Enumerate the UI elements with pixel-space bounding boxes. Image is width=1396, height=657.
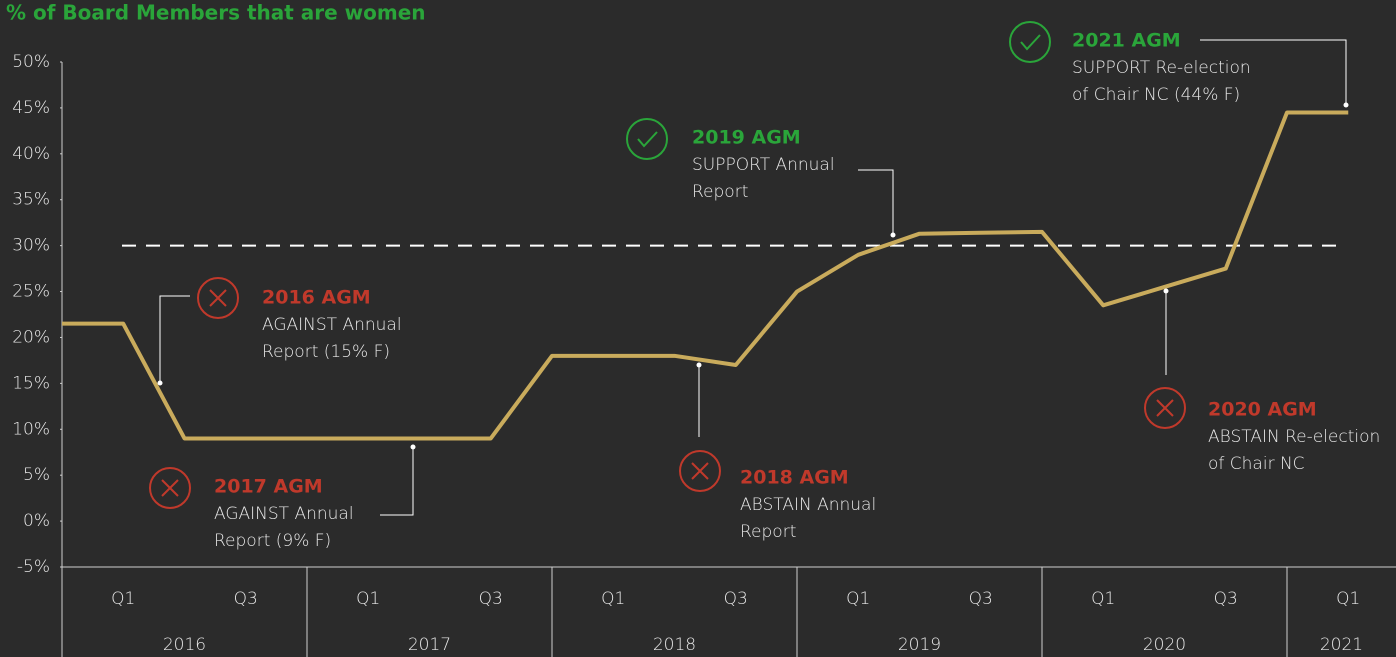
y-tick-label: 45% xyxy=(12,98,50,118)
leader-line xyxy=(1200,39,1347,105)
vote-icon xyxy=(1144,387,1186,429)
y-tick-label: 15% xyxy=(12,373,50,393)
x-tick-label: Q1 xyxy=(111,589,135,609)
annotation-text: AGAINST Annual xyxy=(214,504,354,524)
annotation-title: 2018 AGM xyxy=(740,467,849,489)
year-label: 2018 xyxy=(653,635,696,655)
annotation-text: AGAINST Annual xyxy=(262,315,402,335)
x-tick-label: Q3 xyxy=(969,589,993,609)
annotation-text: SUPPORT Re-election xyxy=(1072,58,1251,78)
y-tick-label: 40% xyxy=(12,144,50,164)
vote-icon xyxy=(197,277,239,319)
y-tick-label: 25% xyxy=(12,282,50,302)
anchor-dot xyxy=(410,444,416,450)
x-tick-label: Q1 xyxy=(356,589,380,609)
x-tick-label: Q1 xyxy=(1336,589,1360,609)
anchor-dot xyxy=(696,362,702,368)
chart-title: % of Board Members that are women xyxy=(6,1,426,25)
x-tick-label: Q1 xyxy=(1091,589,1115,609)
y-tick-label: 20% xyxy=(12,327,50,347)
annotation-text: Report (9% F) xyxy=(214,531,331,551)
y-tick-label: 50% xyxy=(12,52,50,72)
y-tick-label: 5% xyxy=(23,465,50,485)
anchor-dot xyxy=(1163,288,1169,294)
leader-line xyxy=(159,295,190,383)
annotation-title: 2019 AGM xyxy=(692,127,801,149)
year-label: 2019 xyxy=(898,635,941,655)
x-tick-label: Q1 xyxy=(601,589,625,609)
x-tick-label: Q1 xyxy=(846,589,870,609)
annotation-text: Report xyxy=(692,182,748,202)
x-tick-label: Q3 xyxy=(724,589,748,609)
anchor-dot xyxy=(890,232,896,238)
annotation-text: ABSTAIN Annual xyxy=(740,495,876,515)
vote-icon xyxy=(149,467,191,509)
leader-line xyxy=(858,169,894,235)
vote-icon xyxy=(1009,21,1051,63)
annotation-title: 2021 AGM xyxy=(1072,30,1181,52)
annotation-text: SUPPORT Annual xyxy=(692,155,835,175)
vote-icon xyxy=(679,450,721,492)
year-label: 2020 xyxy=(1143,635,1186,655)
x-tick-label: Q3 xyxy=(234,589,258,609)
annotation-title: 2016 AGM xyxy=(262,287,371,309)
leader-line xyxy=(380,447,414,516)
annotation-title: 2017 AGM xyxy=(214,476,323,498)
annotation-text: ABSTAIN Re-election xyxy=(1208,427,1380,447)
cross-mark xyxy=(691,462,709,480)
year-label: 2021 xyxy=(1320,635,1363,655)
y-tick-label: 0% xyxy=(23,511,50,531)
anchor-dot xyxy=(1343,102,1349,108)
check-mark xyxy=(1020,34,1041,51)
y-tick-label: 30% xyxy=(12,236,50,256)
x-tick-label: Q3 xyxy=(479,589,503,609)
x-tick-label: Q3 xyxy=(1214,589,1238,609)
y-tick-label: -5% xyxy=(17,557,50,577)
anchor-dot xyxy=(157,380,163,386)
cross-mark xyxy=(1156,399,1174,417)
cross-mark xyxy=(209,289,227,307)
annotation-title: 2020 AGM xyxy=(1208,399,1317,421)
annotation-text: Report xyxy=(740,522,796,542)
y-tick-label: 10% xyxy=(12,419,50,439)
vote-icon xyxy=(626,118,668,160)
check-mark xyxy=(637,131,658,148)
data-line xyxy=(62,110,1349,441)
annotation-text: of Chair NC xyxy=(1208,454,1305,474)
year-label: 2016 xyxy=(163,635,206,655)
y-tick-label: 35% xyxy=(12,190,50,210)
annotation-text: of Chair NC (44% F) xyxy=(1072,85,1240,105)
cross-mark xyxy=(161,479,179,497)
annotation-text: Report (15% F) xyxy=(262,342,390,362)
year-label: 2017 xyxy=(408,635,451,655)
